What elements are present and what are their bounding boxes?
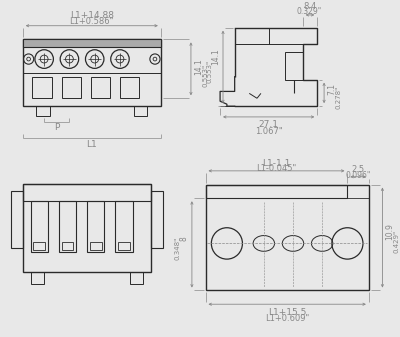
Bar (30, 201, 48, 252)
Text: L1-1.1: L1-1.1 (262, 158, 291, 167)
Text: 27.1: 27.1 (259, 120, 279, 129)
Text: L1+14.88: L1+14.88 (70, 11, 114, 21)
Bar (23, 184, 151, 201)
Text: 0.278": 0.278" (336, 86, 342, 109)
Bar (134, 106, 147, 116)
Bar (32, 77, 52, 98)
Bar (62, 77, 81, 98)
Text: 1.067": 1.067" (255, 127, 282, 136)
Bar (206, 185, 348, 198)
Text: L1+0.609": L1+0.609" (265, 314, 309, 324)
Bar (206, 185, 369, 290)
Text: 14.1: 14.1 (212, 49, 221, 65)
Bar (34, 242, 45, 250)
Bar (90, 242, 102, 250)
Text: 0.096": 0.096" (346, 171, 371, 180)
Bar (120, 77, 140, 98)
Text: 0.553": 0.553" (206, 60, 212, 83)
Bar (130, 272, 143, 284)
Text: L1+0.586": L1+0.586" (70, 17, 114, 26)
Text: 8.4: 8.4 (303, 2, 316, 10)
Bar (91, 77, 110, 98)
Bar (285, 52, 303, 80)
Bar (23, 39, 161, 47)
Text: 7.1: 7.1 (327, 84, 336, 95)
Bar (11, 191, 23, 248)
Bar (30, 272, 44, 284)
Text: 0.329": 0.329" (297, 7, 322, 17)
Bar (23, 39, 161, 106)
Text: 10.9: 10.9 (386, 223, 395, 240)
Text: L1-0.045": L1-0.045" (256, 164, 296, 174)
Text: 0.348": 0.348" (174, 237, 180, 260)
Text: L1+15.5: L1+15.5 (268, 308, 306, 316)
Bar (23, 184, 151, 272)
Text: P: P (54, 123, 60, 132)
Text: 2.5: 2.5 (352, 165, 365, 174)
Bar (118, 242, 130, 250)
Bar (151, 191, 163, 248)
Bar (62, 242, 73, 250)
Bar (87, 201, 104, 252)
Bar (59, 201, 76, 252)
Text: L1: L1 (86, 140, 97, 149)
Text: 8: 8 (180, 236, 189, 241)
Text: 0.553": 0.553" (202, 64, 208, 87)
Text: 14.1: 14.1 (194, 59, 203, 75)
Bar (36, 106, 50, 116)
Text: 0.429": 0.429" (394, 230, 400, 253)
Bar (115, 201, 133, 252)
